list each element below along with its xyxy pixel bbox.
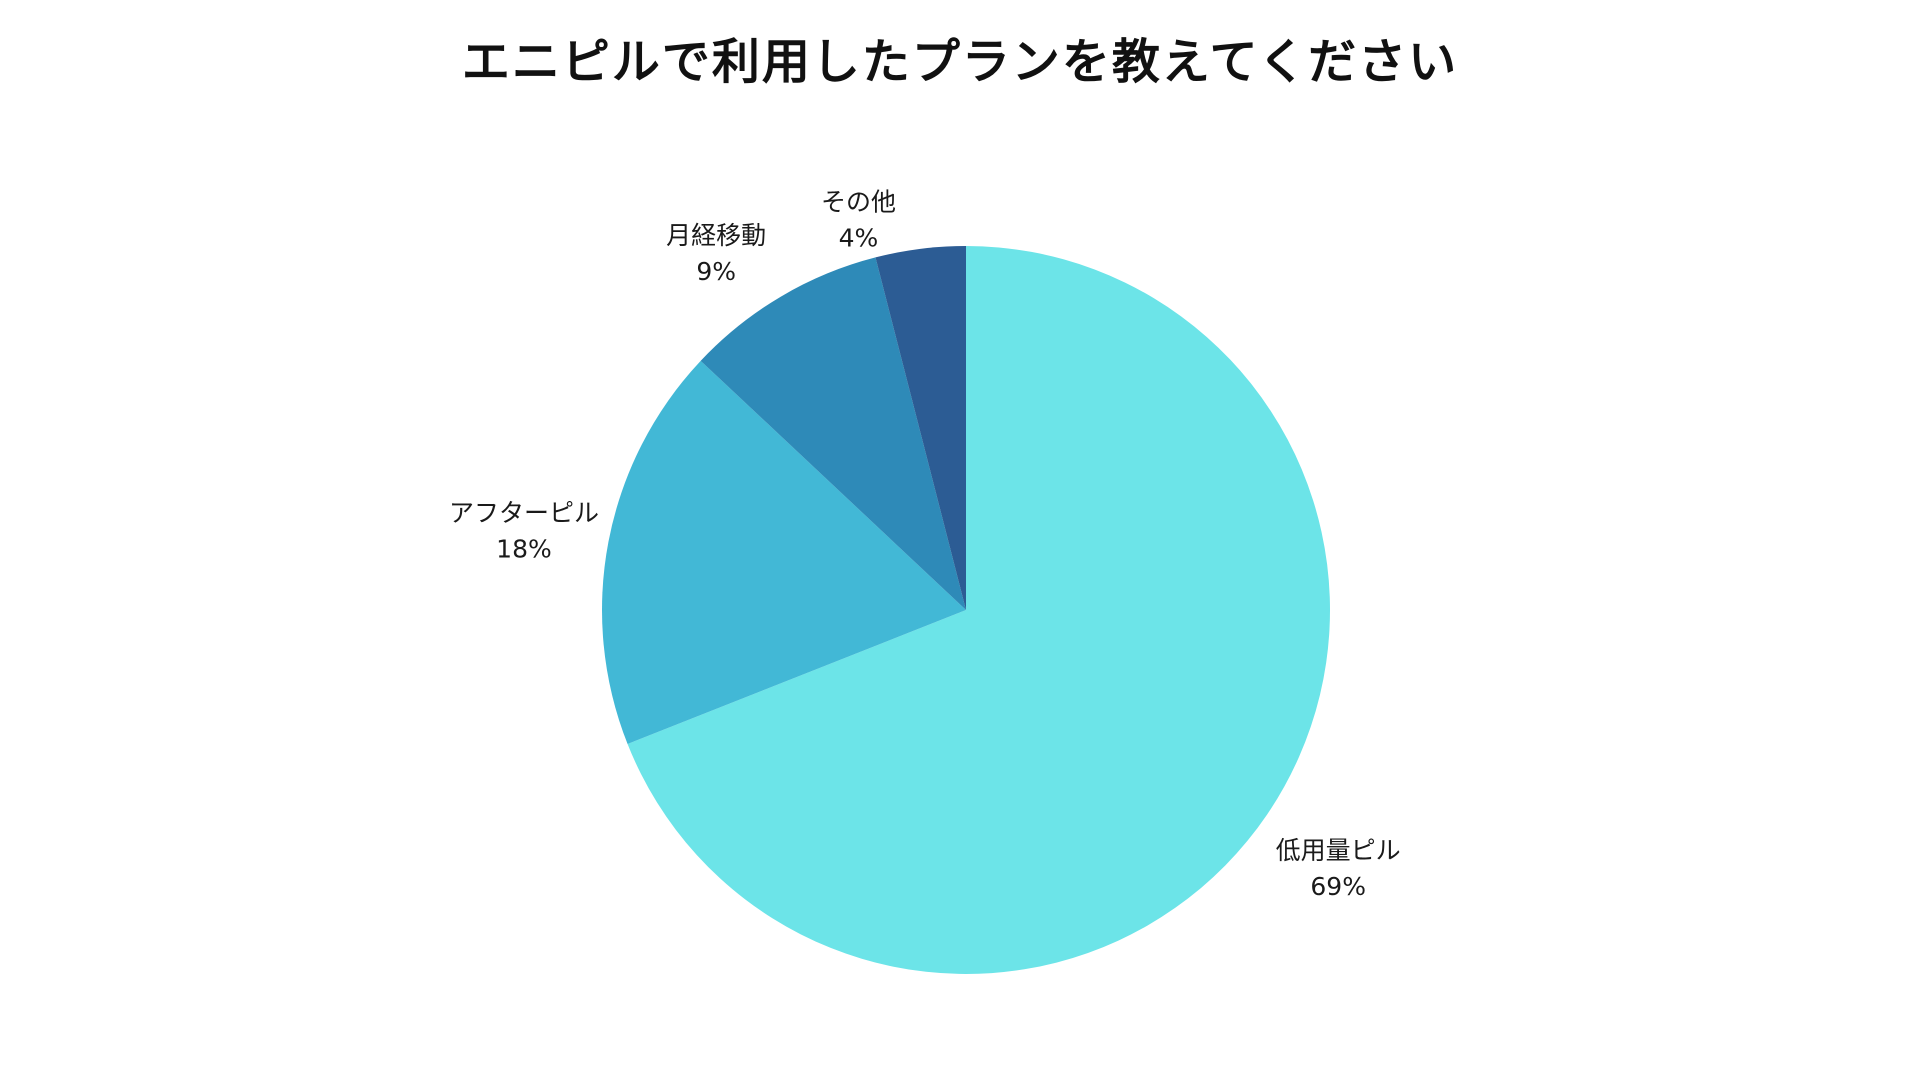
slice-1-label: 低用量ピル xyxy=(1276,836,1401,865)
pie-slices xyxy=(602,246,1330,974)
slice-2-value-label: 18% xyxy=(496,535,552,564)
slice-4-value-label: 4% xyxy=(839,223,879,252)
pie-labels: 低用量ピル 69% アフターピル 18% 月経移動 9% その他 4% xyxy=(449,187,1401,901)
chart-title: エニピルで利用したプランを教えてください xyxy=(461,34,1459,90)
slice-4-label: その他 xyxy=(821,187,896,216)
slice-1-wedge xyxy=(627,246,1330,974)
slice-3-label: 月経移動 xyxy=(666,221,766,250)
slice-2-wedge xyxy=(602,360,966,744)
slice-3-wedge xyxy=(700,257,966,610)
slice-1-value-label: 69% xyxy=(1310,872,1366,901)
slice-2-label: アフターピル xyxy=(449,499,599,528)
slice-4-wedge xyxy=(875,246,966,610)
slice-3-value-label: 9% xyxy=(696,257,736,286)
